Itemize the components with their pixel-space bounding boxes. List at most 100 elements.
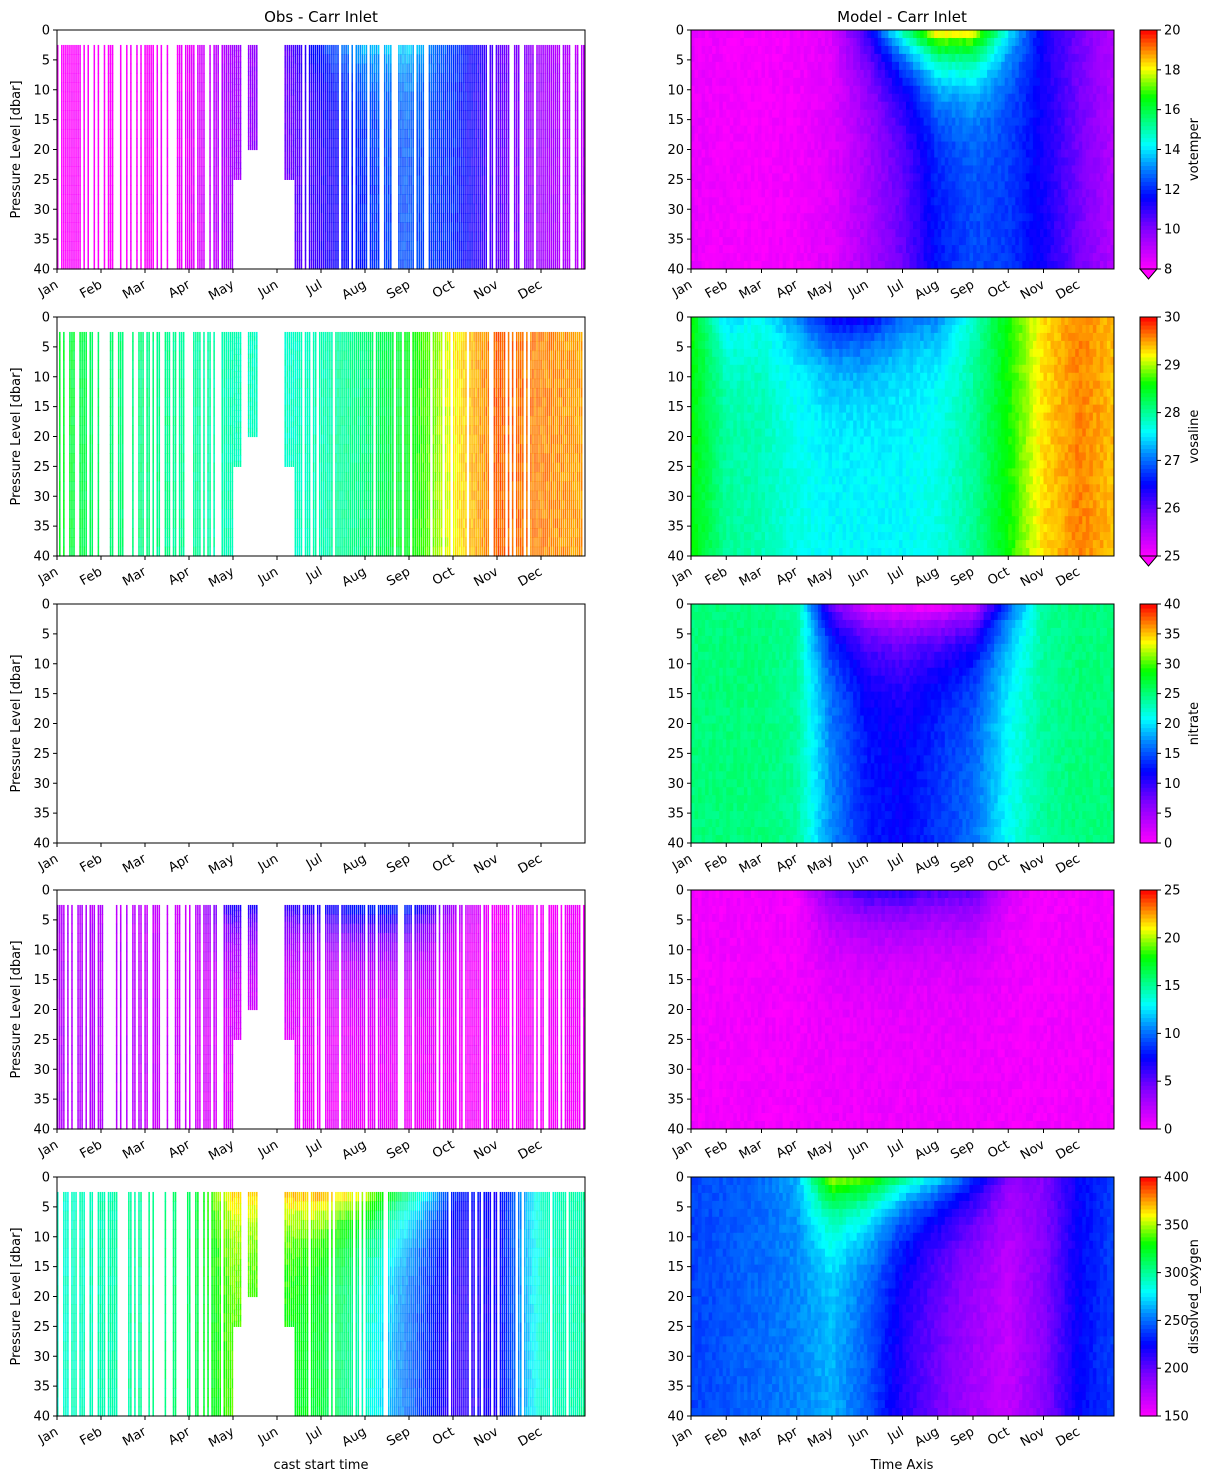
obs-cast-cell <box>191 64 193 74</box>
obs-cast-cell <box>418 185 420 195</box>
obs-cast-cell <box>325 176 327 186</box>
obs-cast-cell <box>479 157 481 167</box>
obs-cast-cell <box>327 45 329 55</box>
obs-cast-cell <box>187 241 189 251</box>
obs-cast-cell <box>71 64 73 74</box>
obs-cast-cell <box>108 101 110 111</box>
obs-cast-cell <box>289 112 291 118</box>
obs-cast-cell <box>289 123 291 129</box>
obs-cast-cell <box>370 222 372 232</box>
obs-cast-cell <box>104 101 106 111</box>
obs-cast-cell <box>187 204 189 214</box>
obs-cast-cell <box>201 64 203 74</box>
obs-cast-cell <box>112 129 114 139</box>
obs-cast-cell <box>345 204 347 214</box>
obs-cast-cell <box>500 101 502 111</box>
obs-cast-cell <box>221 64 223 74</box>
obs-cast-cell <box>199 138 201 148</box>
obs-cast-cell <box>315 54 317 64</box>
obs-cast-cell <box>193 101 195 111</box>
obs-cast-cell <box>289 140 291 146</box>
obs-cast-cell <box>445 166 447 176</box>
obs-cast-cell <box>201 176 203 186</box>
obs-cast-cell <box>323 64 325 74</box>
obs-cast-cell <box>301 194 303 204</box>
obs-cast-cell <box>502 120 504 130</box>
obs-cast-cell <box>329 204 331 214</box>
obs-cast-cell <box>502 185 504 195</box>
obs-cast-cell <box>347 176 349 186</box>
obs-cast-cell <box>508 250 510 260</box>
obs-cast-cell <box>167 45 169 55</box>
obs-cast-cell <box>530 101 532 111</box>
obs-cast-cell <box>215 120 217 130</box>
obs-cast-cell <box>337 148 339 158</box>
obs-cast-cell <box>508 166 510 176</box>
obs-cast-cell <box>390 73 392 83</box>
obs-cast-cell <box>506 176 508 186</box>
obs-cast-cell <box>61 166 63 176</box>
obs-cast-cell <box>362 73 364 83</box>
obs-cast-cell <box>321 101 323 111</box>
obs-cast-cell <box>431 185 433 195</box>
obs-cast-cell <box>477 45 479 55</box>
obs-cast-cell <box>315 194 317 204</box>
obs-cast-cell <box>291 174 293 180</box>
obs-cast-cell <box>473 101 475 111</box>
obs-cast-cell <box>136 185 138 195</box>
obs-cast-cell <box>152 241 154 251</box>
obs-cast-cell <box>185 250 187 260</box>
obs-cast-cell <box>238 140 240 146</box>
obs-cast-cell <box>234 107 236 113</box>
obs-cast-cell <box>343 213 345 223</box>
obs-cast-cell <box>94 166 96 176</box>
obs-cast-cell <box>61 120 63 130</box>
obs-cast-cell <box>437 73 439 83</box>
obs-cast-cell <box>386 45 388 55</box>
obs-cast-cell <box>144 101 146 111</box>
obs-cast-cell <box>67 260 69 270</box>
obs-cast-cell <box>224 120 226 130</box>
obs-cast-cell <box>366 110 368 120</box>
obs-cast-cell <box>291 135 293 141</box>
obs-cast-cell <box>459 166 461 176</box>
obs-cast-cell <box>449 176 451 186</box>
obs-cast-cell <box>224 250 226 260</box>
obs-cast-cell <box>112 148 114 158</box>
obs-cast-cell <box>423 101 425 111</box>
obs-cast-cell <box>197 194 199 204</box>
obs-cast-cell <box>230 213 232 223</box>
obs-cast-cell <box>386 176 388 186</box>
obs-cast-cell <box>345 176 347 186</box>
obs-cast-cell <box>404 64 406 74</box>
obs-cast-cell <box>191 54 193 64</box>
obs-cast-cell <box>496 213 498 223</box>
obs-cast-cell <box>445 45 447 55</box>
obs-cast-cell <box>161 110 163 120</box>
obs-cast-cell <box>236 112 238 118</box>
obs-cast-cell <box>140 222 142 232</box>
obs-cast-cell <box>378 45 380 55</box>
obs-cast-cell <box>291 118 293 124</box>
obs-cast-cell <box>406 204 408 214</box>
obs-cast-cell <box>256 132 258 137</box>
obs-cast-cell <box>232 204 234 214</box>
obs-cast-cell <box>490 64 492 74</box>
obs-cast-cell <box>152 129 154 139</box>
obs-cast-cell <box>213 45 215 55</box>
obs-cast-cell <box>390 138 392 148</box>
obs-cast-cell <box>498 73 500 83</box>
obs-cast-cell <box>502 148 504 158</box>
obs-cast-cell <box>167 82 169 92</box>
obs-cast-cell <box>528 92 530 102</box>
obs-cast-cell <box>463 64 465 74</box>
obs-cast-cell <box>67 241 69 251</box>
obs-cast-cell <box>449 129 451 139</box>
obs-cast-cell <box>193 176 195 186</box>
obs-cast-cell <box>83 260 85 270</box>
obs-cast-cell <box>479 204 481 214</box>
obs-cast-cell <box>471 213 473 223</box>
obs-cast-cell <box>293 123 295 129</box>
obs-cast-cell <box>400 241 402 251</box>
obs-cast-cell <box>443 204 445 214</box>
